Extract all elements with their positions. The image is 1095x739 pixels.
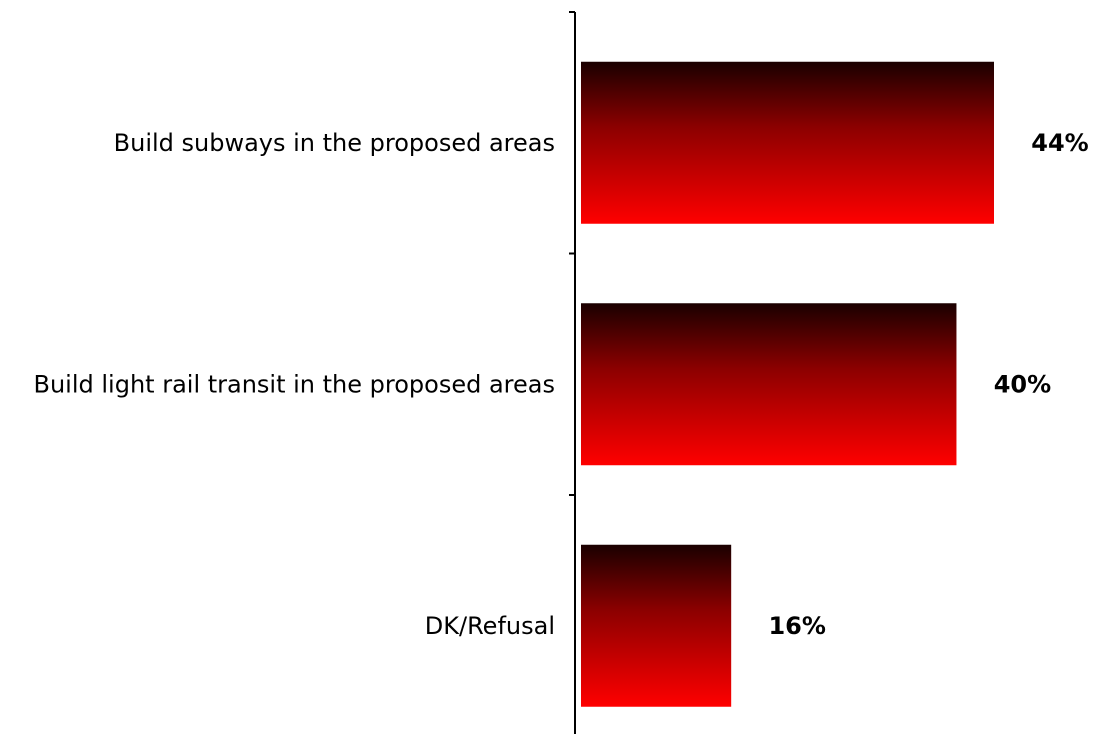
category-label: DK/Refusal bbox=[425, 612, 555, 640]
data-label: 16% bbox=[768, 612, 825, 640]
data-label: 40% bbox=[994, 370, 1051, 398]
category-label: Build subways in the proposed areas bbox=[114, 129, 555, 157]
axis-layer bbox=[569, 11, 576, 734]
bar-3 bbox=[581, 544, 732, 707]
labels-layer: Build subways in the proposed areas 44% Bu… bbox=[34, 129, 1089, 640]
data-label: 44% bbox=[1031, 129, 1088, 157]
bar-2 bbox=[581, 303, 957, 466]
category-label: Build light rail transit in the proposed… bbox=[34, 370, 556, 398]
bars-layer bbox=[581, 61, 994, 707]
bar-1 bbox=[581, 61, 994, 224]
